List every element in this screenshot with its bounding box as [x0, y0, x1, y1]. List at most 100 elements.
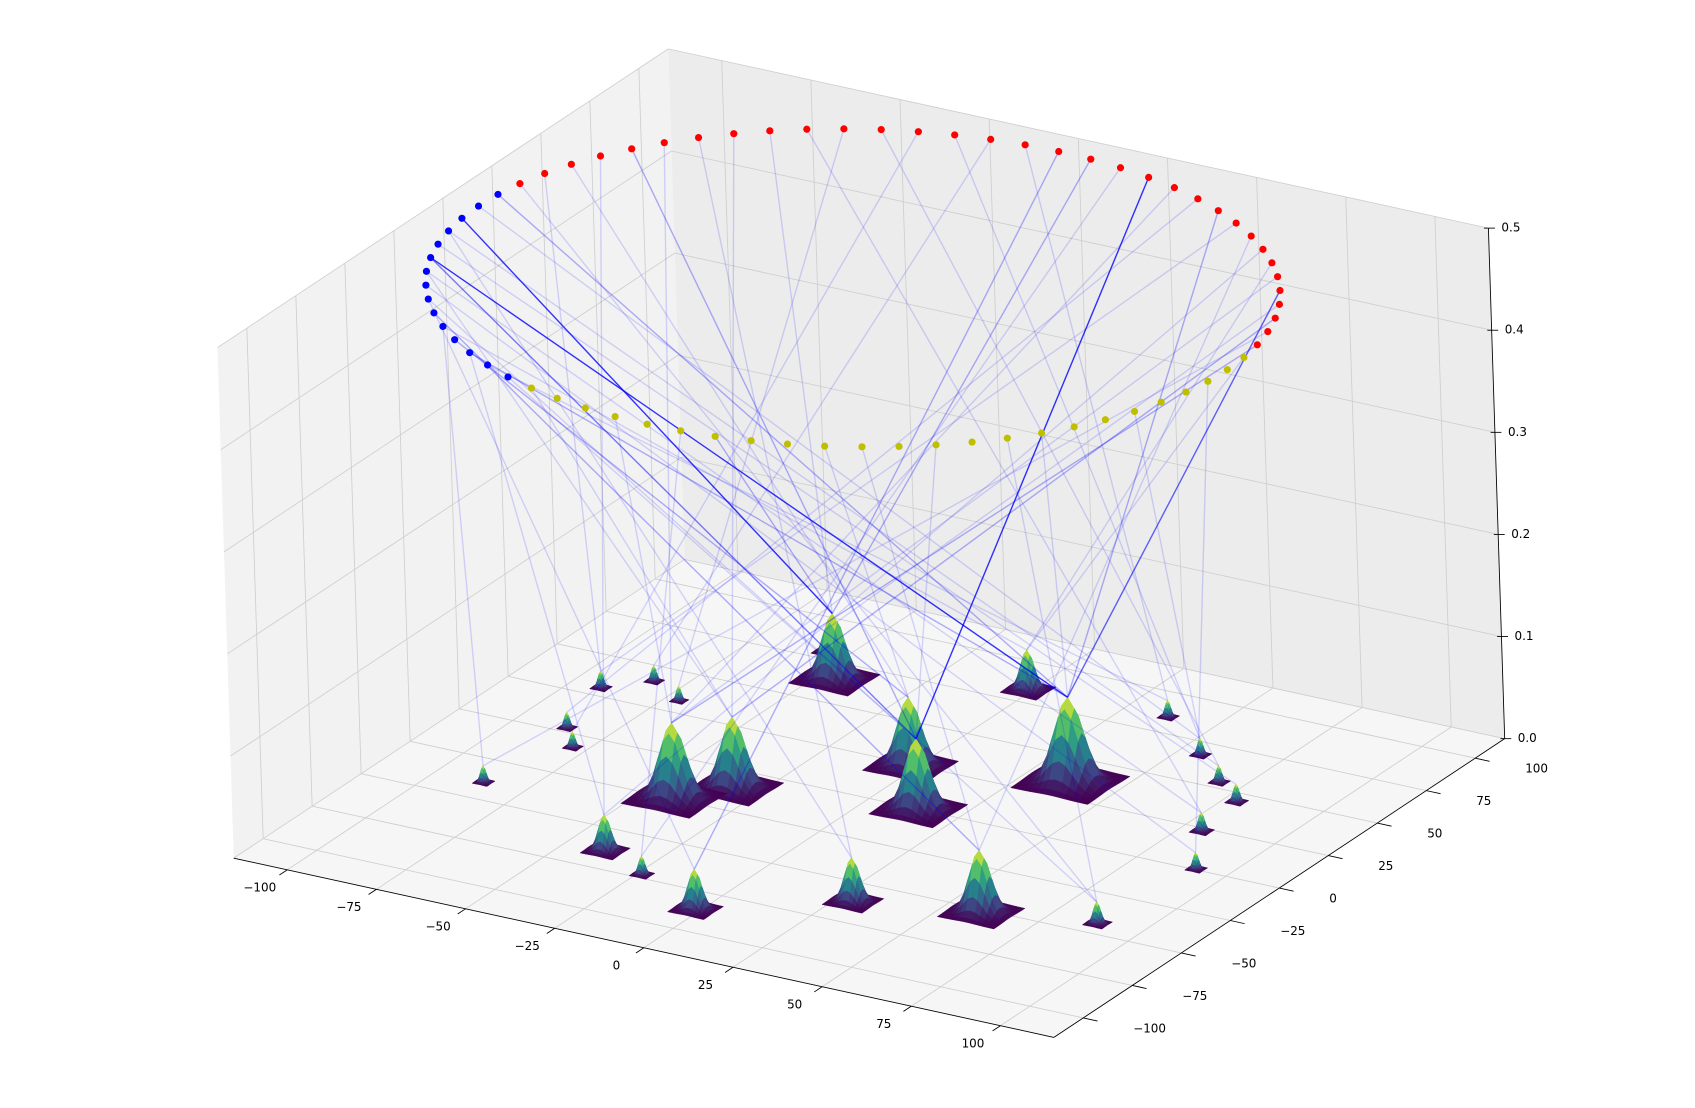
x-tick-label: −75 — [336, 900, 361, 914]
ring-point — [611, 412, 619, 421]
link — [1026, 262, 1273, 651]
grid-line — [1256, 177, 1274, 689]
surface-facet — [643, 878, 648, 880]
surface-facet — [680, 703, 684, 705]
surface-facet — [700, 917, 706, 920]
surface-facet — [1099, 927, 1104, 930]
tick-mark — [1328, 855, 1343, 860]
ring-point — [596, 152, 605, 160]
grid-line — [1345, 196, 1363, 708]
ring-point — [1273, 273, 1282, 281]
link — [448, 230, 1219, 767]
peak — [628, 855, 656, 880]
surface-facet — [1080, 800, 1092, 805]
surface-facet — [1220, 785, 1224, 787]
link — [1194, 381, 1209, 853]
ring-point — [766, 127, 774, 135]
ring-point — [914, 128, 922, 136]
link — [954, 134, 1201, 739]
grid-line — [233, 559, 685, 859]
grid-line — [393, 230, 411, 742]
link — [433, 312, 980, 851]
peak — [787, 612, 881, 697]
tick-mark — [1377, 822, 1392, 827]
link — [693, 151, 1060, 870]
y-tick-label: −25 — [1280, 924, 1305, 938]
ring-point — [1264, 327, 1272, 336]
link — [614, 416, 673, 723]
ring-point — [474, 202, 483, 210]
link — [677, 128, 845, 687]
ring-point — [1271, 314, 1279, 322]
grid-line — [589, 100, 607, 612]
peak — [1188, 738, 1213, 760]
link — [1133, 411, 1201, 739]
ring-point — [1038, 429, 1046, 437]
ring-point — [747, 437, 755, 445]
ring-point — [494, 190, 502, 198]
link — [442, 325, 1028, 651]
link — [806, 128, 1202, 813]
ring-point — [1087, 155, 1095, 163]
peak — [589, 670, 614, 693]
ring-point — [422, 281, 430, 289]
y-tick-label: −100 — [1133, 1021, 1166, 1035]
link — [487, 364, 1168, 702]
z-tick-label: 0.2 — [1511, 527, 1530, 541]
grid-line — [557, 643, 1378, 824]
link — [663, 142, 673, 723]
grid-line — [442, 198, 460, 709]
grid-line — [410, 740, 1231, 921]
peak — [936, 849, 1026, 930]
ring-point — [968, 438, 976, 446]
peak — [1156, 700, 1181, 722]
link — [831, 158, 1092, 614]
grid-line — [540, 133, 558, 644]
tick-mark — [814, 986, 823, 993]
ring-point — [694, 133, 703, 142]
grid-line — [344, 263, 362, 774]
tick-mark — [368, 888, 377, 895]
link — [824, 303, 1280, 631]
tick-mark — [1279, 887, 1294, 892]
y-tick-label: 75 — [1476, 794, 1491, 808]
ring-point — [458, 214, 466, 222]
peak — [1223, 783, 1250, 807]
ring-point — [516, 180, 524, 188]
grid-line — [459, 708, 1280, 889]
peak — [1081, 901, 1114, 930]
ring-point — [483, 361, 492, 369]
grid-line — [677, 354, 1499, 535]
link — [653, 139, 992, 667]
y-tick-label: 50 — [1427, 826, 1442, 840]
grid-line — [230, 456, 682, 757]
link — [454, 339, 909, 698]
tick-mark — [1132, 985, 1147, 989]
ring-point — [1223, 366, 1231, 374]
grid-line — [606, 610, 1427, 792]
link — [731, 133, 735, 718]
ring-point — [628, 145, 636, 153]
ring-point — [677, 427, 685, 435]
ring-point — [527, 384, 536, 392]
grid-line — [810, 80, 828, 591]
x-tick-label: 50 — [787, 997, 802, 1011]
surface-facet — [1203, 834, 1207, 837]
link — [442, 326, 484, 766]
surface-facet — [1238, 805, 1242, 807]
tick-mark — [903, 1005, 912, 1012]
ring-point — [821, 442, 829, 450]
link — [571, 131, 919, 733]
ring-point — [422, 267, 431, 275]
link — [437, 243, 1237, 785]
grid-line — [655, 578, 1476, 759]
link — [570, 163, 909, 698]
z-tick-label: 0.4 — [1505, 323, 1524, 337]
x-tick-label: 0 — [613, 958, 621, 972]
tick-mark — [1181, 952, 1196, 957]
ring-point — [877, 126, 885, 134]
surface-facet — [926, 824, 937, 829]
link — [427, 298, 1098, 903]
link — [461, 217, 833, 615]
surface-facet — [742, 802, 753, 807]
